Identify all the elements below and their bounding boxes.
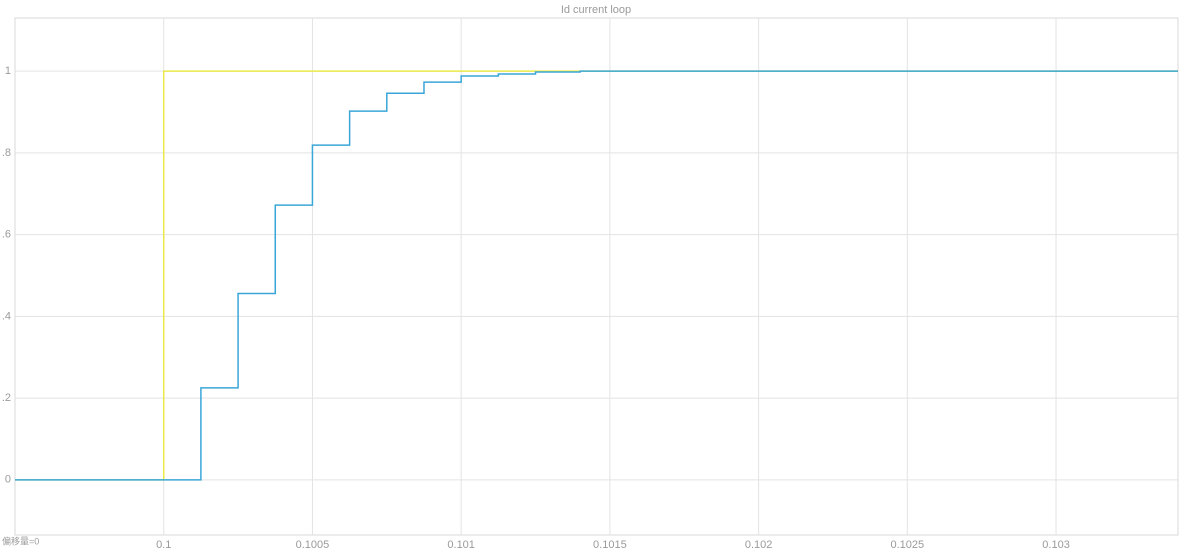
y-tick-label: 1	[5, 65, 11, 77]
chart-title: Id current loop	[561, 4, 631, 16]
x-tick-label: 0.1025	[890, 539, 924, 550]
y-tick-label: .4	[2, 310, 11, 322]
x-tick-label: 0.1	[156, 539, 171, 550]
y-tick-label: .2	[2, 392, 11, 404]
series-line	[15, 70, 1178, 481]
x-tick-label: 0.103	[1042, 539, 1070, 550]
x-tick-label: 0.1015	[593, 539, 627, 550]
x-tick-label: 0.102	[745, 539, 773, 550]
y-tick-label: .8	[2, 147, 11, 159]
offset-annotation: 偏移量=0	[2, 535, 39, 546]
y-tick-label: .6	[2, 229, 11, 241]
plot-area	[14, 17, 1179, 536]
x-tick-label: 0.101	[447, 539, 475, 550]
y-tick-label: 0	[5, 474, 11, 486]
x-tick-label: 0.1005	[296, 539, 330, 550]
